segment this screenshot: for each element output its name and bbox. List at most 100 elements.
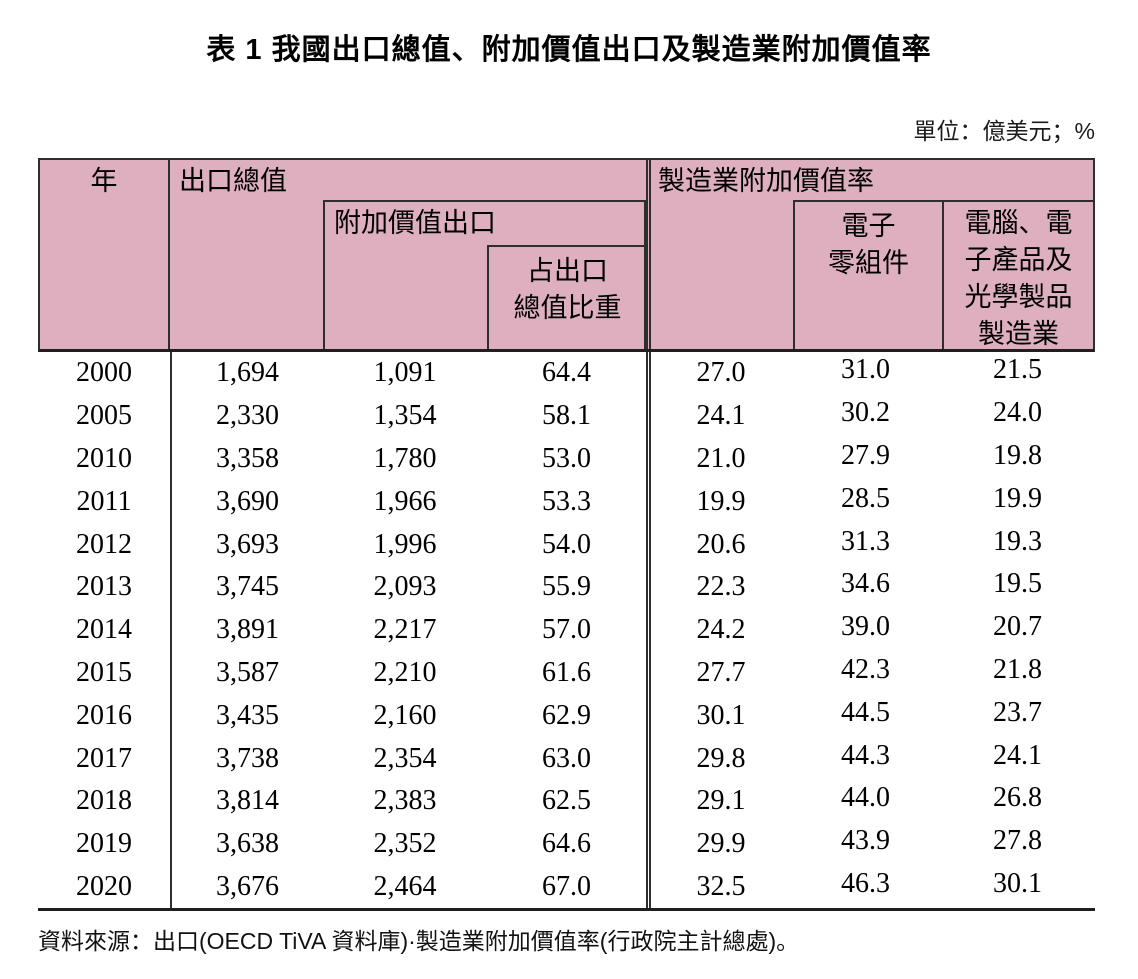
header-share-line2: 總值比重	[513, 293, 622, 323]
header-computer-line1: 電腦、電	[964, 208, 1073, 238]
cell-total-exports: 3,358	[216, 442, 279, 474]
cell-year: 2015	[38, 651, 172, 695]
cell-share-of-exports: 55.9	[542, 571, 591, 603]
cell-value-added-exports: 2,354	[373, 742, 437, 774]
cell-computer-optical-mfg: 21.5	[993, 354, 1042, 386]
header-total-exports-label: 出口總值	[179, 166, 287, 196]
header-computer-line3: 光學製品	[964, 282, 1073, 312]
table-header: 年 出口總值 附加價值出口 占出口 總值比重 製造業附加價值率 電子 零組件 電…	[38, 158, 1095, 352]
cell-share-of-exports: 64.4	[542, 357, 591, 389]
cell-year: 2010	[38, 437, 172, 481]
header-share-line1: 占出口	[527, 256, 608, 286]
cell-mfg-va-rate: 29.9	[646, 822, 791, 866]
table-title: 表 1 我國出口總值、附加價值出口及製造業附加價值率	[206, 34, 932, 66]
table-row: 2018 3,814 2,383 62.5 29.1 44.0 26.8	[38, 779, 1095, 823]
cell-mfg-va-rate: 19.9	[646, 480, 791, 524]
cell-computer-optical-mfg: 19.8	[993, 439, 1042, 471]
cell-value-added-exports: 1,996	[373, 528, 437, 560]
cell-mfg-va-rate: 22.3	[646, 565, 791, 609]
header-share-of-total-exports: 占出口 總值比重	[487, 245, 646, 349]
cell-mfg-va-rate: 30.1	[646, 694, 791, 738]
table-row: 2011 3,690 1,966 53.3 19.9 28.5 19.9	[38, 480, 1095, 524]
cell-computer-optical-mfg: 20.7	[993, 611, 1042, 643]
header-mfg-value-added-rate: 製造業附加價值率	[646, 160, 1093, 349]
table-row: 2015 3,587 2,210 61.6 27.7 42.3 21.8	[38, 651, 1095, 695]
cell-electronic-components: 44.5	[841, 696, 890, 728]
cell-share-of-exports: 58.1	[542, 400, 591, 432]
cell-total-exports: 3,814	[216, 785, 279, 817]
cell-computer-optical-mfg: 24.0	[993, 397, 1042, 429]
cell-total-exports: 3,676	[216, 870, 279, 902]
cell-total-exports: 3,738	[216, 742, 279, 774]
cell-computer-optical-mfg: 26.8	[993, 782, 1042, 814]
cell-mfg-va-rate: 20.6	[646, 523, 791, 566]
header-electronic-components: 電子 零組件	[793, 200, 942, 349]
table-row: 2019 3,638 2,352 64.6 29.9 43.9 27.8	[38, 822, 1095, 866]
cell-year: 2019	[38, 822, 172, 866]
cell-mfg-va-rate: 29.8	[646, 737, 791, 780]
cell-year: 2013	[38, 565, 172, 609]
cell-year: 2005	[38, 394, 172, 438]
cell-year: 2011	[38, 480, 172, 524]
header-mfg-value-added-rate-label: 製造業附加價值率	[658, 166, 874, 196]
cell-share-of-exports: 61.6	[542, 656, 591, 688]
header-electronic-line1: 電子	[841, 211, 896, 241]
cell-electronic-components: 39.0	[841, 611, 890, 643]
cell-value-added-exports: 1,966	[373, 485, 437, 517]
cell-total-exports: 3,587	[216, 656, 279, 688]
cell-year: 2000	[38, 352, 172, 395]
cell-year: 2014	[38, 608, 172, 652]
cell-value-added-exports: 1,780	[373, 442, 437, 474]
header-value-added-exports-label: 附加價值出口	[334, 208, 496, 238]
cell-total-exports: 3,745	[216, 571, 279, 603]
header-total-exports: 出口總值	[170, 160, 646, 349]
cell-share-of-exports: 63.0	[542, 742, 591, 774]
table-row: 2014 3,891 2,217 57.0 24.2 39.0 20.7	[38, 608, 1095, 652]
cell-mfg-va-rate: 29.1	[646, 779, 791, 823]
cell-share-of-exports: 53.3	[542, 485, 591, 517]
cell-year: 2017	[38, 737, 172, 780]
table-row: 2012 3,693 1,996 54.0 20.6 31.3 19.3	[38, 523, 1095, 566]
cell-share-of-exports: 62.5	[542, 785, 591, 817]
cell-computer-optical-mfg: 27.8	[993, 825, 1042, 857]
cell-computer-optical-mfg: 21.8	[993, 653, 1042, 685]
cell-value-added-exports: 2,352	[373, 828, 437, 860]
cell-mfg-va-rate: 27.7	[646, 651, 791, 695]
cell-electronic-components: 34.6	[841, 568, 890, 600]
table-row: 2000 1,694 1,091 64.4 27.0 31.0 21.5	[38, 352, 1095, 395]
cell-total-exports: 1,694	[216, 357, 279, 389]
cell-computer-optical-mfg: 19.5	[993, 568, 1042, 600]
cell-electronic-components: 31.0	[841, 354, 890, 386]
table-row: 2010 3,358 1,780 53.0 21.0 27.9 19.8	[38, 437, 1095, 481]
table-row: 2013 3,745 2,093 55.9 22.3 34.6 19.5	[38, 565, 1095, 609]
cell-mfg-va-rate: 27.0	[646, 352, 791, 395]
cell-electronic-components: 46.3	[841, 867, 890, 899]
cell-share-of-exports: 64.6	[542, 828, 591, 860]
source-note: 資料來源：出口(OECD TiVA 資料庫)·製造業附加價值率(行政院主計總處)…	[38, 928, 800, 954]
cell-electronic-components: 28.5	[841, 482, 890, 514]
cell-value-added-exports: 2,217	[373, 614, 437, 646]
cell-year: 2016	[38, 694, 172, 738]
cell-value-added-exports: 2,093	[373, 571, 437, 603]
cell-computer-optical-mfg: 24.1	[993, 739, 1042, 771]
header-year: 年	[40, 160, 170, 349]
table-body: 2000 1,694 1,091 64.4 27.0 31.0 21.5 2005 2,330 1…	[38, 352, 1095, 912]
table-row: 2005 2,330 1,354 58.1 24.1 30.2 24.0	[38, 394, 1095, 438]
cell-computer-optical-mfg: 19.3	[993, 525, 1042, 557]
cell-electronic-components: 27.9	[841, 439, 890, 471]
header-computer-optical-mfg: 電腦、電 子產品及 光學製品 製造業	[942, 200, 1093, 349]
cell-computer-optical-mfg: 30.1	[993, 867, 1042, 899]
cell-total-exports: 3,638	[216, 828, 279, 860]
cell-value-added-exports: 2,210	[373, 656, 437, 688]
cell-mfg-va-rate: 32.5	[646, 865, 791, 909]
cell-share-of-exports: 54.0	[542, 528, 591, 560]
cell-year: 2018	[38, 779, 172, 823]
cell-mfg-va-rate: 21.0	[646, 437, 791, 481]
cell-electronic-components: 44.3	[841, 739, 890, 771]
cell-total-exports: 3,693	[216, 528, 279, 560]
cell-electronic-components: 31.3	[841, 525, 890, 557]
cell-share-of-exports: 57.0	[542, 614, 591, 646]
header-electronic-line2: 零組件	[828, 248, 909, 278]
header-computer-line2: 子產品及	[964, 245, 1073, 275]
